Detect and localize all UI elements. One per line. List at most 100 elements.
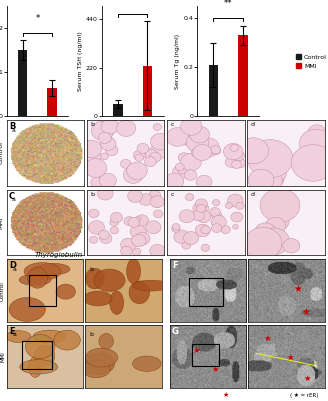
Ellipse shape [33, 330, 66, 343]
Circle shape [248, 140, 293, 178]
Circle shape [110, 227, 118, 234]
Y-axis label: MMI: MMI [0, 216, 4, 229]
Bar [189, 278, 223, 306]
Text: F: F [172, 261, 177, 270]
Ellipse shape [25, 334, 55, 358]
Ellipse shape [20, 360, 57, 374]
Circle shape [110, 219, 119, 226]
Circle shape [255, 223, 276, 241]
Circle shape [191, 148, 201, 157]
Ellipse shape [28, 267, 48, 288]
Circle shape [181, 117, 202, 135]
Circle shape [228, 194, 243, 207]
Circle shape [123, 167, 143, 183]
Circle shape [128, 217, 140, 227]
Circle shape [154, 210, 163, 218]
Circle shape [105, 145, 118, 156]
Circle shape [260, 188, 300, 222]
Text: **: ** [224, 0, 232, 8]
Text: a: a [12, 197, 16, 203]
Circle shape [196, 204, 206, 212]
Circle shape [181, 153, 201, 171]
Circle shape [244, 227, 282, 259]
Circle shape [99, 230, 110, 239]
Circle shape [211, 146, 220, 154]
Ellipse shape [94, 352, 113, 373]
Circle shape [195, 224, 210, 237]
Circle shape [230, 144, 238, 152]
Circle shape [153, 124, 161, 130]
Bar [238, 35, 248, 116]
Circle shape [183, 231, 199, 245]
Circle shape [145, 157, 156, 166]
Circle shape [254, 147, 282, 171]
Circle shape [232, 150, 245, 161]
Text: ★: ★ [294, 284, 302, 294]
Legend: Control, MMI: Control, MMI [296, 54, 327, 69]
Circle shape [172, 225, 180, 232]
Circle shape [149, 145, 166, 160]
Circle shape [145, 150, 158, 160]
Text: b: b [91, 122, 94, 127]
Y-axis label: Serum TSH (ng/ml): Serum TSH (ng/ml) [78, 31, 83, 91]
Bar [18, 50, 28, 116]
Circle shape [201, 244, 210, 251]
Ellipse shape [82, 360, 110, 378]
Text: ★: ★ [223, 393, 229, 399]
Circle shape [231, 212, 243, 222]
Circle shape [100, 153, 108, 160]
Bar [22, 340, 52, 369]
Circle shape [128, 190, 143, 203]
Ellipse shape [133, 280, 170, 291]
Circle shape [262, 196, 290, 220]
Ellipse shape [19, 274, 51, 286]
Circle shape [233, 225, 238, 229]
Ellipse shape [83, 291, 112, 306]
Circle shape [116, 120, 136, 136]
Circle shape [179, 210, 195, 223]
Ellipse shape [94, 269, 125, 292]
Circle shape [133, 150, 145, 160]
Y-axis label: MMI: MMI [0, 351, 5, 362]
Circle shape [258, 228, 290, 255]
Circle shape [174, 230, 190, 244]
Circle shape [164, 173, 184, 189]
Ellipse shape [133, 356, 161, 371]
Circle shape [225, 157, 237, 167]
Ellipse shape [29, 357, 42, 377]
Circle shape [258, 166, 284, 188]
Text: c: c [171, 192, 174, 196]
Circle shape [232, 160, 241, 168]
Circle shape [258, 170, 283, 190]
Circle shape [299, 129, 328, 157]
Circle shape [154, 203, 160, 208]
Circle shape [91, 121, 114, 140]
Circle shape [265, 217, 286, 234]
Text: G: G [172, 327, 179, 336]
Bar [30, 275, 56, 306]
Text: ★: ★ [303, 373, 311, 383]
Text: ★: ★ [193, 346, 200, 355]
Bar [113, 104, 123, 116]
Circle shape [111, 212, 123, 223]
Circle shape [150, 196, 164, 208]
Circle shape [210, 208, 220, 217]
Y-axis label: Serum Tg (ng/ml): Serum Tg (ng/ml) [175, 34, 180, 89]
Circle shape [186, 133, 209, 152]
Circle shape [121, 238, 136, 251]
Circle shape [193, 144, 212, 160]
Circle shape [195, 199, 207, 209]
Circle shape [235, 159, 246, 168]
Circle shape [135, 215, 149, 226]
Ellipse shape [24, 263, 61, 280]
Bar [209, 65, 218, 116]
Circle shape [132, 248, 141, 255]
Circle shape [184, 170, 197, 180]
Circle shape [124, 217, 134, 226]
Circle shape [127, 162, 147, 180]
Circle shape [150, 244, 165, 257]
Text: D: D [9, 261, 16, 270]
Circle shape [258, 171, 282, 191]
Circle shape [238, 138, 269, 164]
Circle shape [185, 194, 194, 200]
